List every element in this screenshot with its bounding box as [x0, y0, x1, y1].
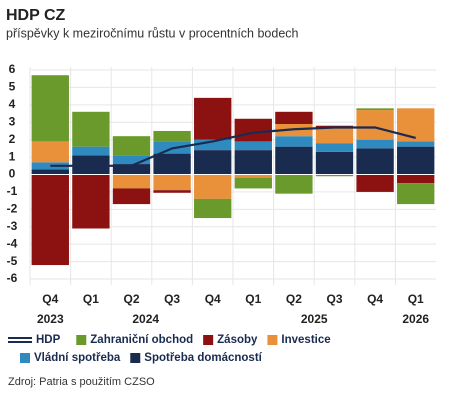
- bar-segment: [275, 174, 313, 194]
- bar-segment: [397, 141, 435, 147]
- y-tick-label: 6: [9, 62, 16, 76]
- bar-segment: [112, 164, 151, 175]
- bar-segment: [315, 151, 354, 175]
- y-tick-label: -5: [7, 254, 18, 268]
- y-tick-label: 0: [9, 167, 16, 181]
- bar-segment: [356, 139, 394, 149]
- bar-segment: [356, 110, 394, 140]
- year-label: 2025: [301, 312, 328, 326]
- bar-segment: [153, 130, 191, 142]
- legend-swatch: [130, 353, 141, 363]
- bar-segment: [397, 108, 435, 142]
- year-label: 2026: [402, 312, 429, 326]
- legend-label: Zásoby: [217, 334, 258, 346]
- legend-item: Vládní spotřeba: [20, 352, 121, 364]
- bar-segment: [31, 174, 69, 266]
- bar-segment: [112, 155, 151, 165]
- legend-label: Investice: [281, 334, 330, 346]
- y-tick-label: -3: [7, 219, 18, 233]
- bar-segment: [397, 146, 435, 175]
- chart-title: HDP CZ: [6, 7, 65, 24]
- y-tick-label: 5: [9, 80, 16, 94]
- bar-segment: [397, 174, 435, 184]
- legend-swatch: [76, 335, 87, 345]
- y-tick-label: 3: [9, 114, 16, 128]
- bar-segment: [153, 174, 191, 191]
- y-tick-label: -4: [7, 236, 18, 250]
- bar-segment: [194, 139, 232, 151]
- bar-segment: [356, 108, 394, 111]
- legend-label: Zahraniční obchod: [90, 334, 193, 346]
- bar-segment: [31, 141, 69, 163]
- y-tick-label: -2: [7, 202, 18, 216]
- legend-swatch: [203, 335, 214, 345]
- legend-label: Spotřeba domácností: [144, 352, 262, 364]
- bar-segment: [234, 174, 272, 178]
- bar-segment: [356, 148, 394, 175]
- hdp-line: [50, 126, 416, 167]
- bar-segment: [275, 136, 313, 147]
- x-tick-label: Q2: [286, 292, 302, 306]
- bar-segment: [315, 174, 354, 177]
- bar-segment: [31, 169, 69, 175]
- legend-swatch: [267, 335, 278, 345]
- bar-segment: [194, 97, 232, 140]
- bar-segment: [397, 183, 435, 205]
- bar-segment: [356, 174, 394, 192]
- legend-label: HDP: [36, 334, 61, 346]
- bar-segment: [112, 188, 151, 205]
- bar-segment: [275, 111, 313, 124]
- legend-item: Spotřeba domácností: [130, 352, 263, 364]
- legend-item: Investice: [267, 334, 331, 346]
- x-tick-label: Q2: [123, 292, 139, 306]
- chart-subtitle: příspěvky k meziročnímu růstu v procentn…: [6, 26, 299, 40]
- x-tick-label: Q4: [42, 292, 58, 306]
- y-tick-label: -6: [7, 271, 18, 285]
- bar-segment: [315, 143, 354, 152]
- x-tick-label: Q3: [326, 292, 342, 306]
- bar-segment: [315, 127, 354, 144]
- source-note: Zdroj: Patria s použitím CZSO: [8, 376, 155, 388]
- bar-segment: [153, 153, 191, 175]
- legend-label: Vládní spotřeba: [34, 352, 121, 364]
- y-tick-label: 4: [9, 97, 16, 111]
- year-label: 2024: [132, 312, 159, 326]
- x-tick-label: Q1: [245, 292, 261, 306]
- bar-segment: [72, 146, 110, 156]
- bar-segment: [234, 141, 272, 151]
- bar-segment: [72, 174, 110, 229]
- bar-segment: [72, 111, 110, 147]
- x-tick-label: Q4: [367, 292, 383, 306]
- x-tick-label: Q1: [83, 292, 99, 306]
- legend-swatch: [20, 353, 30, 363]
- bar-segment: [194, 150, 232, 175]
- x-tick-label: Q4: [205, 292, 221, 306]
- bar-segment: [275, 146, 313, 175]
- y-tick-label: -1: [7, 184, 18, 198]
- year-label: 2023: [37, 312, 64, 326]
- bar-segment: [194, 174, 232, 199]
- x-tick-label: Q3: [164, 292, 180, 306]
- bar-segment: [194, 198, 232, 219]
- bar-segment: [234, 177, 272, 189]
- y-tick-label: 2: [9, 132, 16, 146]
- y-tick-label: 1: [9, 149, 16, 163]
- legend-item: Zahraniční obchod: [76, 334, 193, 346]
- legend-item: HDP: [8, 334, 61, 346]
- legend-item: Zásoby: [203, 334, 258, 346]
- bar-segment: [234, 150, 272, 175]
- x-tick-label: Q1: [408, 292, 424, 306]
- bar-segment: [31, 75, 69, 142]
- bar-segment: [112, 174, 151, 189]
- bar-segment: [112, 136, 151, 156]
- bar-segment: [234, 118, 272, 142]
- bar-segment: [153, 190, 191, 193]
